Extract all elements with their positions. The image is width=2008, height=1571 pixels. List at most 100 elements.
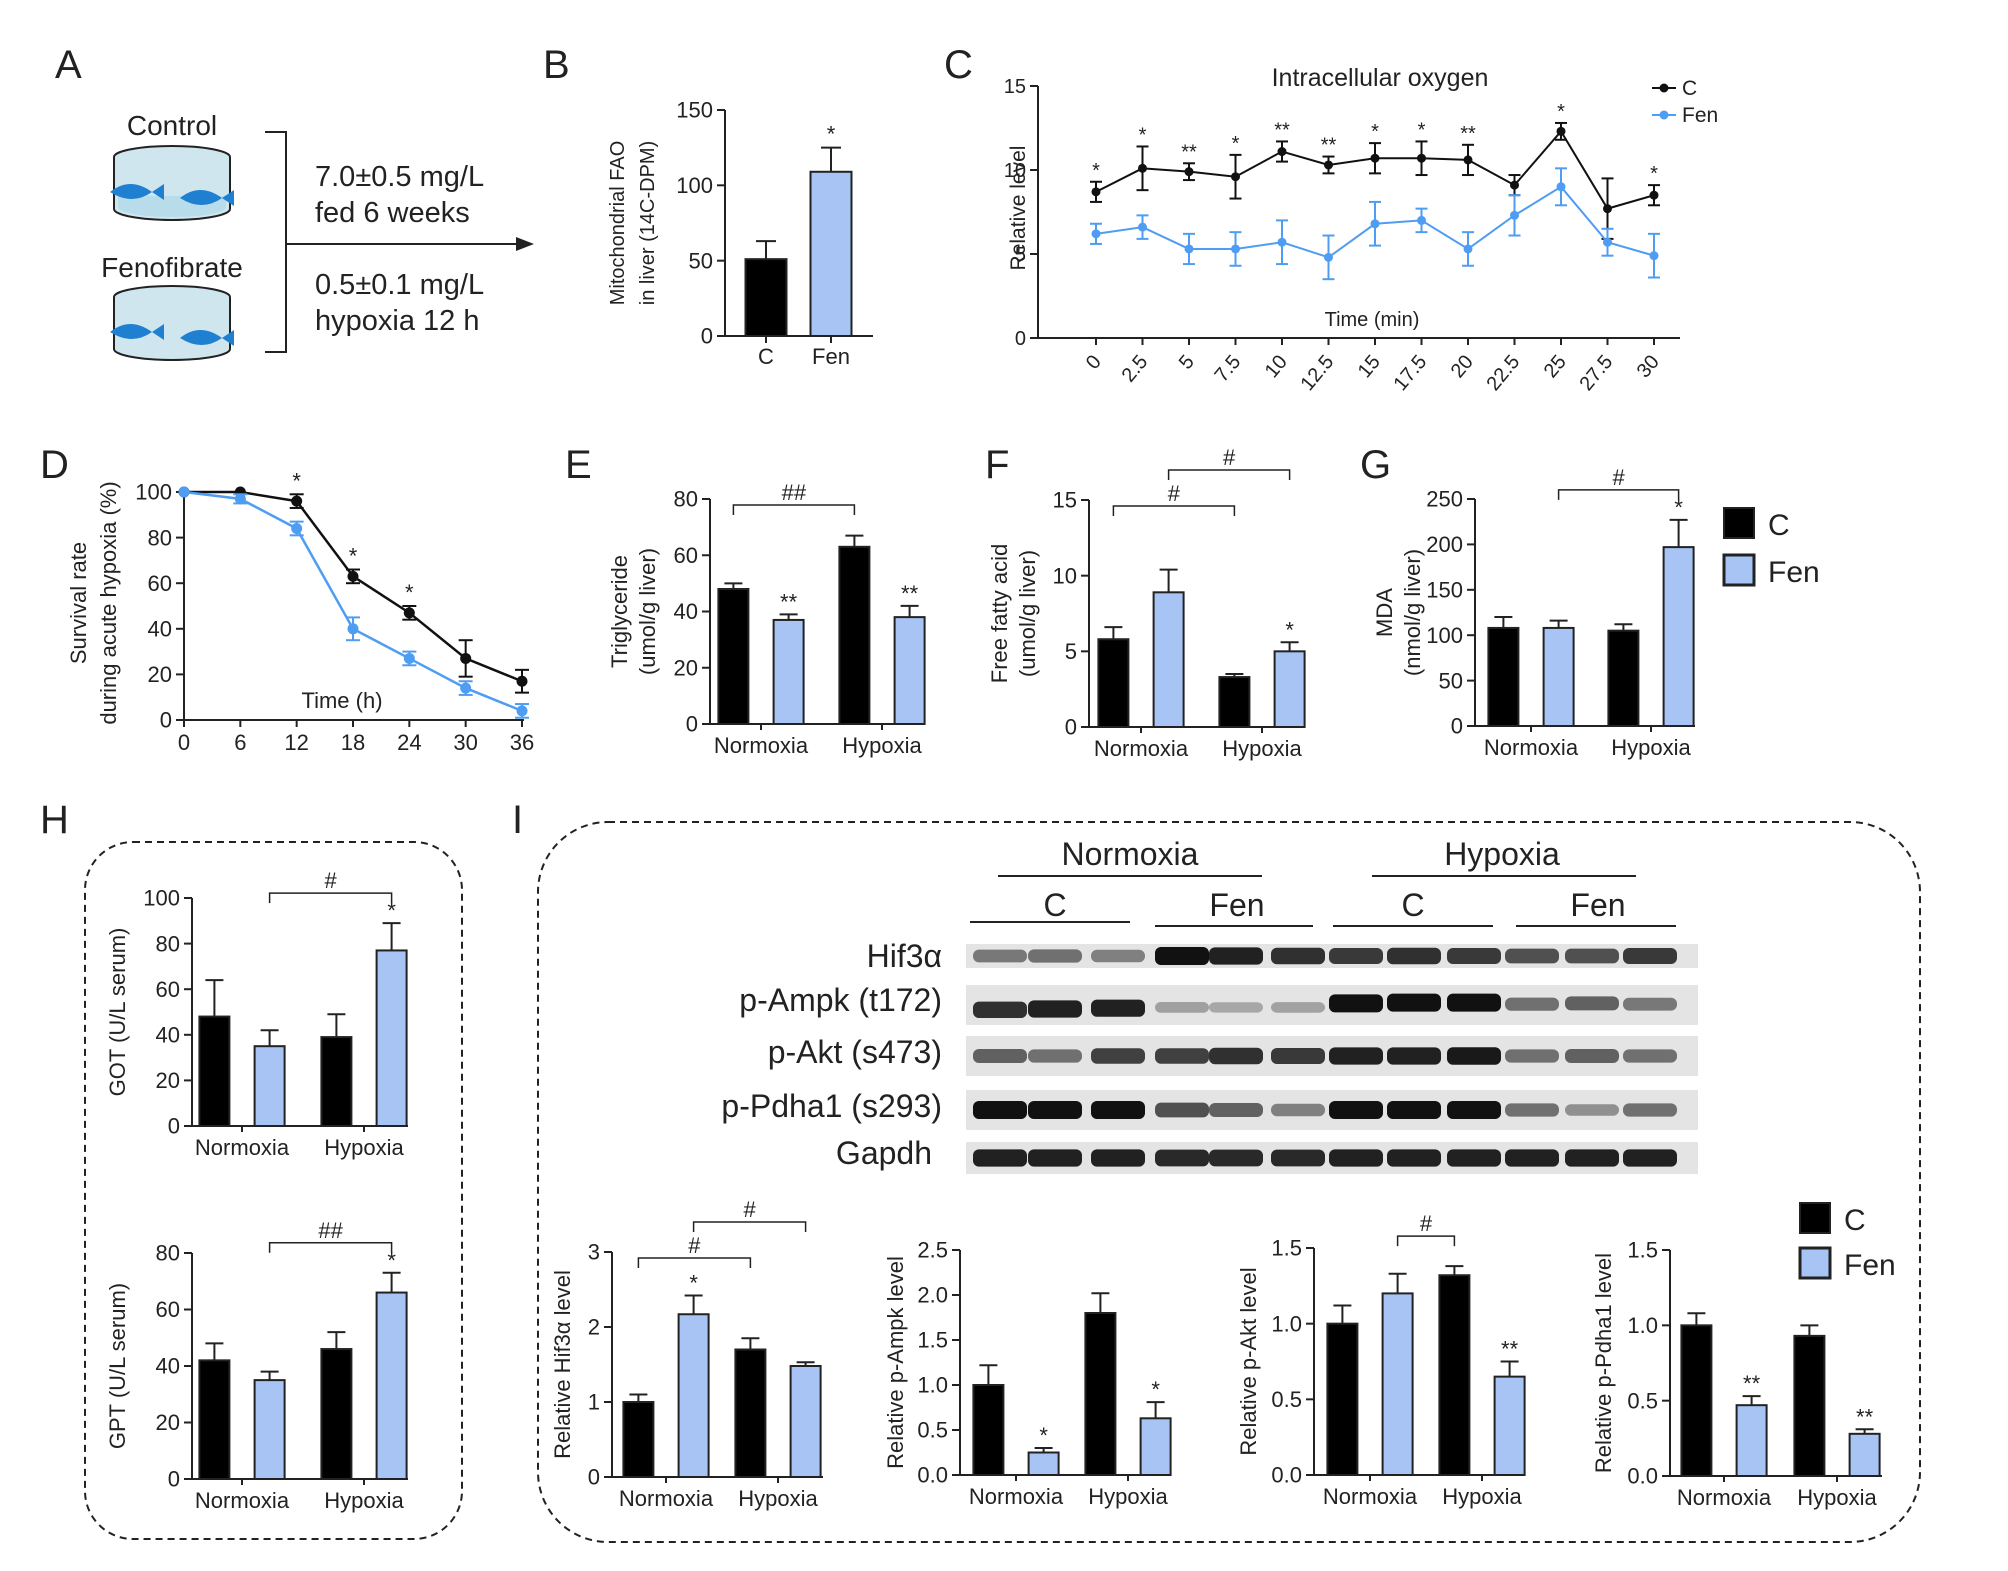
bar: [1542, 626, 1575, 727]
western-blot: Normoxia Hypoxia C Fen C Fen Hif3α p-Amp…: [721, 836, 1698, 1174]
blot-band: [1623, 1149, 1677, 1167]
significance-mark: *: [1039, 1423, 1048, 1448]
x-tick-label: Normoxia: [714, 733, 809, 758]
fish-tank-icon: [110, 285, 234, 361]
significance-bracket: [1557, 489, 1680, 500]
blot-protein-label: p-Pdha1 (s293): [721, 1088, 942, 1124]
bar: [893, 616, 926, 725]
y-tick-label: 0: [1065, 715, 1077, 740]
legend-label-c: C: [1844, 1204, 1866, 1237]
data-point: [1138, 222, 1147, 232]
blot-band: [1155, 1102, 1209, 1118]
y-tick-label: 80: [674, 487, 698, 512]
blot-band: [1209, 1103, 1263, 1117]
y-tick-label: 1: [588, 1390, 600, 1415]
significance-mark: *: [349, 544, 358, 569]
chart-i4: 0.0 0.5 1.0 1.5 Normoxia ** Hypoxia ** Relative …: [1591, 1238, 1882, 1510]
blot-band: [1209, 1149, 1263, 1167]
bar: [717, 588, 750, 725]
y-tick-label: 60: [156, 977, 180, 1002]
data-point: [1370, 219, 1380, 229]
x-tick-label: 27.5: [1575, 351, 1617, 395]
blot-band: [1505, 948, 1559, 964]
bar: [734, 1348, 767, 1478]
significance-mark: #: [743, 1197, 756, 1222]
y-tick-label: 50: [689, 248, 713, 273]
y-axis-label: GOT (U/L serum): [105, 928, 130, 1097]
blot-band: [1565, 1104, 1619, 1116]
panel-letter-c: C: [944, 43, 973, 87]
y-tick-label: 0.0: [917, 1463, 948, 1488]
fish-tank-icon: [110, 145, 234, 221]
y-tick-label: 150: [676, 98, 713, 123]
blot-band: [1447, 1101, 1501, 1119]
y-tick-label: 80: [156, 931, 180, 956]
y-tick-label: 100: [676, 173, 713, 198]
significance-bracket: [268, 892, 393, 904]
y-tick-label: 60: [156, 1297, 180, 1322]
x-tick-label: Hypoxia: [1222, 736, 1302, 761]
bar: [1273, 650, 1306, 728]
y-tick-label: 20: [674, 655, 698, 680]
data-point: [1649, 251, 1659, 261]
significance-mark: **: [1321, 135, 1337, 157]
blot-band: [1028, 949, 1082, 963]
blot-group-c: C: [1401, 887, 1424, 923]
blot-band: [1447, 993, 1501, 1012]
y-tick-label: 100: [143, 886, 180, 911]
blot-band: [1329, 948, 1383, 964]
x-tick-label: 20: [1447, 351, 1478, 382]
y-tick-label: 40: [674, 599, 698, 624]
blot-band: [1505, 1049, 1559, 1063]
bar: [1487, 626, 1520, 727]
y-tick-label: 3: [588, 1240, 600, 1265]
blot-group-fen: Fen: [1570, 887, 1625, 923]
blot-band: [1271, 1149, 1325, 1167]
y-axis-label: Relative Hif3α level: [550, 1270, 575, 1459]
y-axis-label: Free fatty acid (umol/g liver): [987, 544, 1040, 683]
legend-g: C Fen: [1722, 507, 1820, 589]
y-tick-label: 40: [156, 1023, 180, 1048]
x-tick-label: Normoxia: [1484, 735, 1579, 760]
blot-group-fen: Fen: [1209, 887, 1264, 923]
data-point: [1370, 153, 1380, 163]
data-point: [1603, 204, 1612, 214]
blot-band: [973, 1049, 1027, 1063]
bar: [1680, 1324, 1713, 1478]
chart-h2: 0 20 40 60 80 Normoxia Hypoxia * ## GPT (U/L seru…: [105, 1218, 408, 1513]
data-point: [403, 652, 415, 664]
blot-band: [1091, 1048, 1145, 1064]
condition-2-line-1: 0.5±0.1 mg/L: [315, 269, 484, 301]
legend-swatch-fen: [1722, 553, 1756, 587]
blot-band: [1329, 1149, 1383, 1167]
condition-2-line-2: hypoxia 12 h: [315, 305, 479, 337]
chart-i3: 0.0 0.5 1.0 1.5 Normoxia Hypoxia ** # Relative p…: [1236, 1211, 1526, 1509]
significance-bracket: [268, 1242, 393, 1253]
data-point: [1091, 229, 1101, 239]
x-tick-label: Hypoxia: [324, 1135, 404, 1160]
bar: [1735, 1404, 1768, 1477]
y-tick-label: 0.0: [1271, 1463, 1302, 1488]
chart-i1: 0 1 2 3 Normoxia * Hypoxia # # Relative Hif3α lev…: [550, 1197, 823, 1511]
panel-a: A Control Fenofibrate 7.0±0.5 mg/L fed 6…: [55, 43, 534, 361]
bar: [789, 1365, 822, 1478]
significance-mark: **: [901, 581, 919, 606]
blot-band: [1028, 1049, 1082, 1063]
data-point: [1510, 180, 1519, 190]
data-point: [291, 522, 303, 534]
significance-mark: #: [688, 1233, 701, 1258]
y-tick-label: 150: [1426, 578, 1463, 603]
blot-band: [973, 1001, 1027, 1018]
x-tick-label: 25: [1540, 351, 1571, 382]
significance-mark: *: [1092, 160, 1100, 182]
x-tick-label: Hypoxia: [842, 733, 922, 758]
x-tick-label: 30: [453, 730, 477, 755]
x-tick-label: Hypoxia: [1797, 1485, 1877, 1510]
blot-band: [1623, 1049, 1677, 1063]
significance-mark: **: [1856, 1404, 1874, 1429]
blot-band: [1387, 1101, 1441, 1119]
data-point: [1556, 126, 1566, 136]
data-point: [347, 623, 359, 635]
